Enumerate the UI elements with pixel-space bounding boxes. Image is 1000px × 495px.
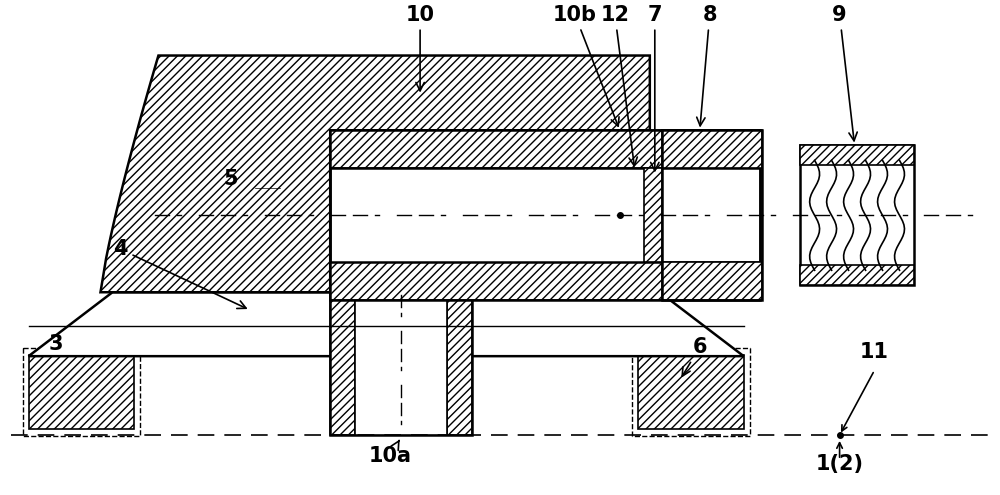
Text: 12: 12 xyxy=(600,4,637,166)
Text: 8: 8 xyxy=(697,4,717,126)
Text: 10b: 10b xyxy=(553,4,619,126)
Polygon shape xyxy=(29,292,744,356)
Bar xyxy=(632,348,750,436)
Text: 5: 5 xyxy=(223,169,238,190)
Bar xyxy=(662,131,762,168)
Text: 3: 3 xyxy=(48,334,63,354)
Text: 10a: 10a xyxy=(369,441,412,466)
Bar xyxy=(23,348,140,436)
Bar xyxy=(29,355,134,429)
Bar xyxy=(447,292,472,435)
Bar xyxy=(330,262,760,300)
Bar xyxy=(800,265,914,285)
Bar xyxy=(330,292,355,435)
Text: 1(2): 1(2) xyxy=(816,454,864,474)
Text: 4: 4 xyxy=(113,239,246,308)
Text: 11: 11 xyxy=(860,342,889,362)
Bar xyxy=(800,146,914,165)
Bar xyxy=(662,262,762,300)
Bar xyxy=(330,168,760,262)
Bar xyxy=(644,168,662,262)
Bar xyxy=(330,131,760,168)
Text: 6: 6 xyxy=(682,337,707,376)
Bar xyxy=(330,292,472,435)
Polygon shape xyxy=(100,55,650,292)
Text: 9: 9 xyxy=(832,4,857,141)
Bar xyxy=(355,292,447,435)
Bar xyxy=(638,355,744,429)
Text: 10: 10 xyxy=(406,4,435,91)
Bar xyxy=(330,131,760,300)
Bar xyxy=(800,146,914,285)
Bar xyxy=(662,131,762,300)
Text: 7: 7 xyxy=(648,4,662,171)
